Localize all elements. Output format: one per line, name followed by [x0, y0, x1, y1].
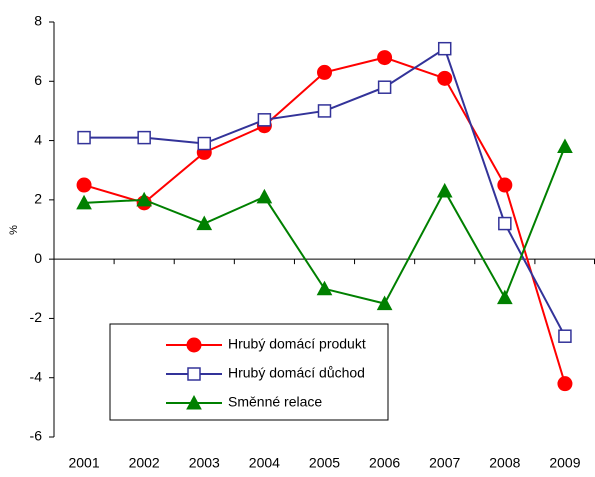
- x-tick-label: 2006: [369, 455, 400, 471]
- y-tick-label: 2: [34, 191, 42, 207]
- point: [377, 80, 392, 94]
- y-axis-label: %: [8, 225, 20, 235]
- point: [137, 130, 151, 145]
- point: [376, 295, 393, 311]
- legend-label: Směnné relace: [228, 394, 322, 410]
- legend-label: Hrubý domácí produkt: [228, 336, 366, 352]
- y-tick-label: -6: [30, 428, 43, 444]
- point: [317, 104, 332, 118]
- legend-marker: [187, 367, 201, 381]
- point: [557, 376, 573, 392]
- y-tick-label: -4: [30, 368, 43, 384]
- point: [497, 177, 513, 193]
- x-tick-label: 2009: [549, 455, 580, 471]
- point: [76, 194, 92, 210]
- point: [196, 215, 213, 231]
- y-tick-label: 8: [34, 13, 42, 29]
- x-tick-label: 2002: [129, 455, 160, 471]
- point: [256, 188, 273, 204]
- y-tick-label: 4: [34, 131, 42, 147]
- x-tick-label: 2004: [249, 455, 280, 471]
- point: [76, 177, 92, 193]
- series-line: [84, 146, 566, 305]
- x-tick-label: 2008: [489, 455, 520, 471]
- x-tick-label: 2001: [68, 455, 99, 471]
- point: [496, 289, 513, 305]
- legend-marker: [186, 337, 202, 353]
- point: [257, 113, 272, 127]
- point: [316, 280, 333, 296]
- point: [437, 70, 453, 86]
- y-tick-label: 0: [34, 250, 42, 266]
- point: [136, 191, 153, 207]
- y-tick-label: 6: [34, 72, 42, 88]
- x-tick-label: 2005: [309, 455, 340, 471]
- legend-box: [109, 323, 389, 421]
- y-tick-label: -2: [30, 309, 43, 325]
- point: [557, 138, 573, 153]
- point: [197, 136, 212, 151]
- legend-marker: [186, 394, 202, 410]
- point: [437, 41, 452, 56]
- point: [377, 50, 393, 66]
- x-tick-label: 2003: [189, 455, 220, 471]
- point: [77, 130, 91, 145]
- legend-label: Hrubý domácí důchod: [228, 365, 365, 381]
- x-tick-label: 2007: [429, 455, 460, 471]
- point: [558, 329, 572, 343]
- point: [317, 64, 332, 80]
- point: [436, 182, 453, 198]
- point: [498, 216, 512, 231]
